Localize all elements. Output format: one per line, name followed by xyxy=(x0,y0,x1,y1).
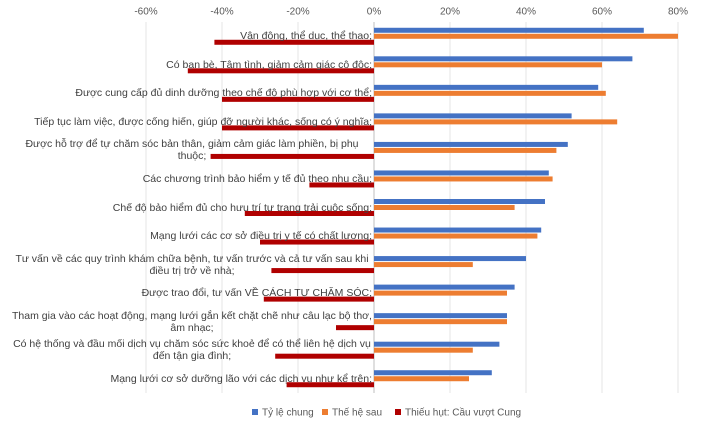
bar xyxy=(374,62,602,68)
bar xyxy=(374,147,557,153)
category-label: Tư vấn về các quy trình khám chữa bệnh, … xyxy=(15,252,369,277)
bar xyxy=(214,39,374,45)
bar xyxy=(374,27,644,33)
bar xyxy=(263,296,374,302)
bar xyxy=(374,341,500,347)
category-label: Vận động, thể dục, thể thao; xyxy=(240,30,372,43)
bar xyxy=(374,141,568,147)
x-tick-label: -20% xyxy=(286,7,309,18)
legend-swatch xyxy=(252,409,258,415)
category-label: Được trao đổi, tư vấn VỀ CÁCH TỰ CHĂM SÓ… xyxy=(141,287,372,300)
legend-swatch xyxy=(395,409,401,415)
bar xyxy=(374,90,606,96)
legend-swatch xyxy=(322,409,328,415)
bar xyxy=(374,284,515,290)
bar xyxy=(374,233,538,239)
bar xyxy=(260,239,374,245)
category-label: Tham gia vào các hoạt động, mạng lưới gắ… xyxy=(12,309,372,334)
bar xyxy=(244,211,374,216)
bar xyxy=(374,56,633,62)
bar xyxy=(271,268,374,274)
bar xyxy=(374,119,618,125)
category-label: Được hỗ trợ để tự chăm sóc bản thân, giả… xyxy=(25,138,359,163)
bar xyxy=(374,262,473,268)
bar xyxy=(374,290,507,296)
category-label: Được cung cấp đủ dinh dưỡng theo chế độ … xyxy=(75,87,372,100)
bar xyxy=(374,199,545,204)
x-tick-label: 80% xyxy=(668,7,688,18)
legend-label: Thế hệ sau xyxy=(332,407,382,419)
category-label: Mạng lưới các cơ sở điều trị y tế có chấ… xyxy=(150,230,372,243)
bar xyxy=(374,205,515,210)
bar xyxy=(275,353,374,359)
category-label: Mạng lưới cơ sở dưỡng lão với các dịch v… xyxy=(110,372,372,385)
category-label: Có bạn bè, Tâm tình, giảm cảm giác cô độ… xyxy=(166,58,372,71)
legend-label: Tỷ lệ chung xyxy=(262,407,314,419)
x-tick-label: 0% xyxy=(367,7,382,18)
bar xyxy=(374,113,572,119)
bar xyxy=(374,84,599,90)
bar xyxy=(222,96,374,102)
bar xyxy=(309,182,374,188)
x-tick-label: -60% xyxy=(134,7,157,18)
bar xyxy=(222,125,374,131)
bar xyxy=(374,176,553,182)
bar xyxy=(374,33,678,39)
x-tick-label: -40% xyxy=(210,7,233,18)
bar xyxy=(210,153,374,159)
bar xyxy=(374,313,507,319)
x-tick-label: 60% xyxy=(592,7,612,18)
bar xyxy=(374,256,526,262)
bar xyxy=(374,370,492,376)
category-label: Tiếp tục làm việc, được cống hiến, giúp … xyxy=(34,115,372,128)
bar xyxy=(374,347,473,353)
bar xyxy=(374,376,469,382)
category-label: Chế độ bảo hiểm đủ cho hưu trí tự trang … xyxy=(112,201,372,214)
bar xyxy=(374,227,542,233)
bar xyxy=(336,325,374,331)
bar xyxy=(374,170,549,176)
bar xyxy=(374,319,507,325)
x-tick-label: 40% xyxy=(516,7,536,18)
x-tick-label: 20% xyxy=(440,7,460,18)
bar xyxy=(187,68,374,74)
legend-label: Thiếu hụt: Cầu vượt Cung xyxy=(405,407,521,419)
category-label: Các chương trình bảo hiểm y tế đủ theo n… xyxy=(142,172,372,185)
category-label: Có hệ thống và đầu mối dịch vụ chăm sóc … xyxy=(13,338,371,363)
bar xyxy=(286,382,374,388)
